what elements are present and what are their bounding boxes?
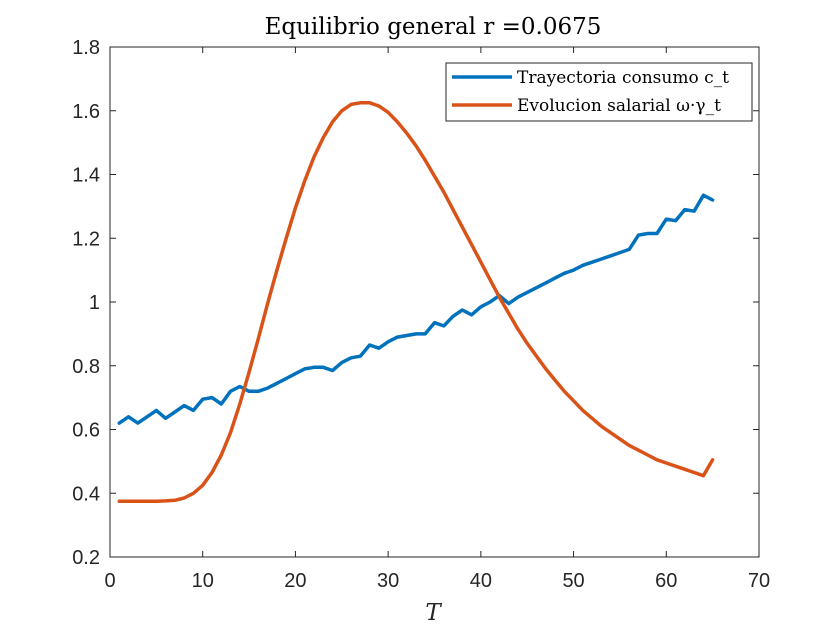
plot-area: 0 10 20 30 40 50 60 70 0.2 0.4 0.6 0.8 1 1.2 1.4 1.6 1.8 xyxy=(72,37,770,592)
y-tick-label: 1.8 xyxy=(72,37,100,59)
series-layer xyxy=(117,101,715,503)
y-tick-label: 0.8 xyxy=(72,356,100,378)
x-axis-label: T xyxy=(425,600,442,626)
x-tick-label: 70 xyxy=(748,570,770,592)
y-tick-label: 0.2 xyxy=(72,547,100,569)
x-tick-label: 10 xyxy=(192,570,214,592)
chart-title: Equilibrio general r =0.0675 xyxy=(265,14,602,40)
series-line-consumo xyxy=(117,193,715,425)
y-tick-label: 1.2 xyxy=(72,228,100,250)
x-tick-label: 0 xyxy=(104,570,115,592)
x-tick-label: 20 xyxy=(284,570,306,592)
y-tick-label: 1.4 xyxy=(72,165,100,187)
x-tick-label: 50 xyxy=(562,570,584,592)
legend-label-consumo: Trayectoria consumo c_t xyxy=(517,68,729,88)
x-tick-label: 60 xyxy=(655,570,677,592)
y-tick-label: 0.4 xyxy=(72,483,100,505)
legend: Trayectoria consumo c_t Evolucion salari… xyxy=(445,62,753,122)
x-tick-label: 40 xyxy=(470,570,492,592)
y-tick-label: 1.6 xyxy=(72,101,100,123)
legend-box xyxy=(445,62,753,122)
x-tick-label: 30 xyxy=(377,570,399,592)
legend-label-salarial: Evolucion salarial ω·γ_t xyxy=(517,96,721,116)
series-line-salarial xyxy=(117,101,715,503)
plot-frame xyxy=(109,46,760,558)
y-tick-label: 0.6 xyxy=(72,420,100,442)
y-tick-label: 1 xyxy=(89,292,100,314)
tick-layer: 0 10 20 30 40 50 60 70 0.2 0.4 0.6 0.8 1 1.2 1.4 1.6 1.8 xyxy=(72,37,770,592)
